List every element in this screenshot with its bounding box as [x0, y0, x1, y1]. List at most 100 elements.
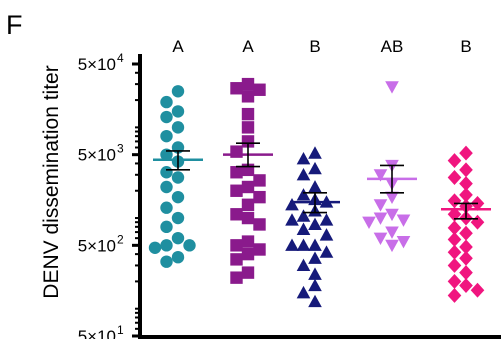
data-point-g2-13: [308, 217, 322, 231]
y-tick-exponent-3: 4: [117, 51, 124, 65]
data-point-g1-23: [241, 266, 255, 279]
data-point-g4-23: [447, 288, 462, 303]
data-point-g2-15: [319, 228, 334, 241]
y-axis-label: DENV dissemination titer: [40, 65, 63, 298]
data-point-g3-5: [373, 199, 388, 212]
y-tick-exponent-0: 1: [117, 323, 124, 337]
data-point-g0-21: [160, 255, 173, 268]
data-point-g0-14: [171, 211, 185, 225]
data-point-g3-4: [385, 191, 399, 204]
data-point-g3-2: [373, 169, 388, 182]
data-point-g4-19: [459, 265, 473, 281]
data-point-g2-4: [308, 180, 322, 193]
data-point-g4-21: [459, 278, 473, 294]
group-label-3: AB: [381, 37, 404, 56]
data-point-g2-1: [296, 151, 311, 165]
data-point-g2-19: [319, 245, 334, 258]
data-point-g0-17: [160, 239, 173, 252]
group-label-4: B: [460, 37, 471, 56]
data-point-g1-11: [241, 180, 255, 194]
data-point-g3-8: [396, 214, 411, 227]
data-point-g3-7: [373, 212, 388, 225]
data-point-g3-12: [396, 236, 411, 249]
data-point-g1-17: [253, 218, 266, 231]
group-label-0: A: [172, 37, 184, 56]
data-point-g1-7: [230, 145, 243, 158]
data-point-g1-13: [253, 190, 266, 204]
data-point-g0-0: [171, 85, 185, 98]
data-point-g3-11: [373, 232, 388, 245]
group-label-2: B: [309, 37, 320, 56]
data-point-g4-18: [447, 258, 462, 273]
data-point-g2-24: [296, 285, 311, 299]
data-point-g4-2: [459, 162, 473, 178]
data-point-g1-12: [230, 184, 243, 197]
y-tick-label-1: 5×10: [78, 236, 116, 255]
data-point-g2-10: [296, 209, 311, 222]
y-tick-exponent-1: 2: [117, 232, 124, 246]
data-point-g1-14: [241, 198, 255, 211]
data-point-g4-14: [447, 232, 462, 247]
data-point-g0-13: [160, 201, 173, 214]
data-point-g0-9: [160, 166, 173, 179]
data-point-g0-2: [171, 105, 185, 118]
data-point-g4-0: [459, 145, 473, 161]
data-point-g2-12: [285, 213, 299, 226]
data-point-g1-1: [230, 82, 243, 95]
data-point-g1-16: [241, 211, 255, 225]
data-point-g2-21: [296, 258, 311, 272]
data-point-g3-9: [362, 216, 376, 230]
data-point-g4-22: [470, 282, 485, 298]
data-point-g1-9: [230, 166, 243, 179]
data-point-g0-3: [160, 110, 173, 124]
data-point-g0-5: [160, 129, 173, 143]
data-point-g1-4: [241, 107, 255, 121]
data-point-g4-6: [447, 193, 462, 209]
data-point-g3-10: [385, 226, 399, 239]
data-point-g3-13: [385, 239, 399, 253]
data-point-g1-2: [253, 83, 266, 96]
data-point-g2-14: [296, 222, 311, 235]
data-point-g1-19: [230, 239, 243, 252]
data-point-g2-3: [296, 167, 311, 181]
axes: 5×10 15×10 25×10 35×10 4A A B AB B: [78, 37, 501, 339]
data-point-g4-16: [447, 244, 462, 260]
y-tick-label-2: 5×10: [78, 146, 116, 165]
data-point-g1-0: [241, 77, 255, 91]
data-point-g2-18: [285, 238, 299, 251]
data-point-g4-17: [459, 250, 473, 266]
data-point-g0-10: [171, 171, 185, 184]
data-point-g1-24: [230, 271, 243, 284]
data-point-g4-3: [447, 170, 462, 185]
data-point-g1-18: [241, 235, 255, 248]
data-point-g0-18: [183, 239, 196, 252]
data-point-g3-6: [385, 208, 399, 222]
data-point-g0-4: [171, 121, 185, 134]
data-point-g1-10: [253, 174, 266, 187]
data-point-g2-16: [308, 238, 322, 251]
data-point-g1-21: [241, 247, 255, 261]
data-point-g4-4: [459, 176, 473, 192]
data-point-g4-11: [470, 214, 485, 230]
data-point-g4-20: [447, 273, 462, 289]
data-point-g4-9: [447, 206, 462, 222]
data-point-g2-20: [308, 251, 322, 264]
y-tick-label-3: 5×10: [78, 55, 116, 74]
data-point-g2-5: [296, 188, 311, 201]
data-point-g3-0: [385, 81, 399, 94]
y-tick-exponent-2: 3: [117, 142, 124, 156]
data-point-g1-6: [241, 135, 255, 148]
data-point-g0-11: [160, 180, 173, 194]
data-point-g0-20: [171, 250, 185, 264]
data-point-g2-25: [308, 294, 322, 308]
data-point-g4-15: [459, 239, 473, 255]
data-point-g1-5: [241, 121, 255, 134]
data-point-g0-15: [160, 220, 173, 234]
y-tick-label-0: 5×10: [78, 327, 116, 339]
data-point-g1-22: [230, 253, 243, 266]
data-point-g2-23: [308, 278, 322, 292]
data-point-g4-1: [447, 153, 462, 169]
panel-label: F: [6, 10, 23, 40]
data-point-g4-13: [459, 225, 473, 241]
